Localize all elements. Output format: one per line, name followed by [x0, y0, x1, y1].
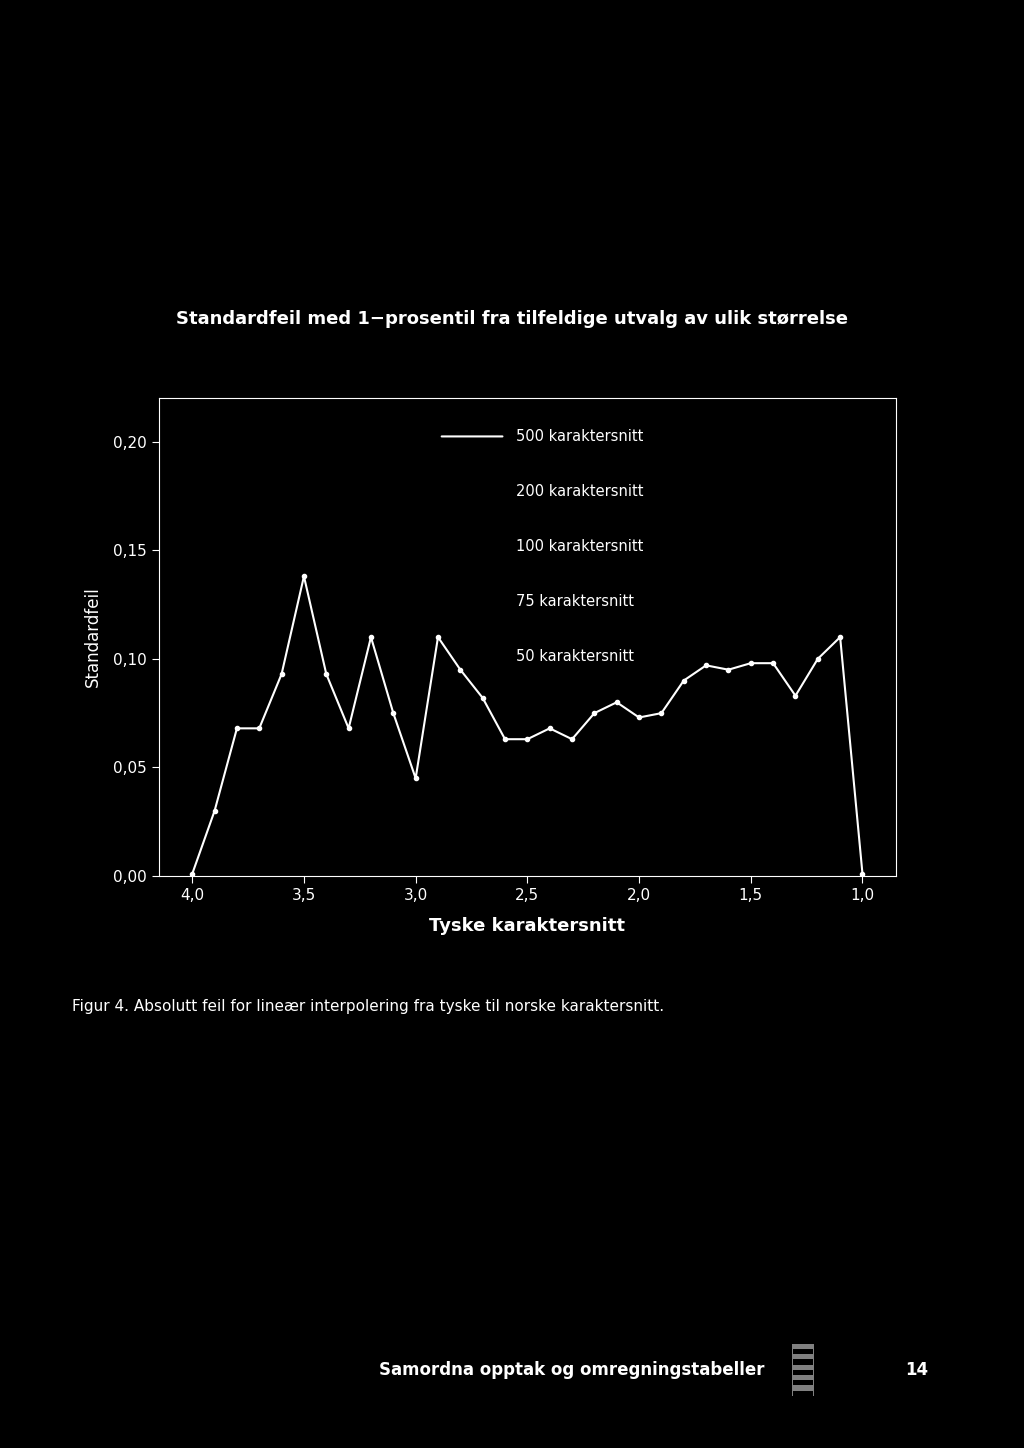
- Text: NR: NR: [765, 1363, 790, 1377]
- Text: 14: 14: [905, 1361, 928, 1378]
- X-axis label: Tyske karaktersnitt: Tyske karaktersnitt: [429, 917, 626, 935]
- Text: 200 karaktersnitt: 200 karaktersnitt: [516, 484, 644, 500]
- Y-axis label: Standardfeil: Standardfeil: [84, 586, 102, 688]
- Bar: [793, 1380, 813, 1386]
- Text: 500 karaktersnitt: 500 karaktersnitt: [516, 429, 644, 445]
- Text: 50 karaktersnitt: 50 karaktersnitt: [516, 649, 634, 663]
- Bar: [792, 1344, 814, 1396]
- Bar: [793, 1350, 813, 1354]
- Bar: [793, 1390, 813, 1396]
- Text: Figur 4. Absolutt feil for lineær interpolering fra tyske til norske karaktersni: Figur 4. Absolutt feil for lineær interp…: [72, 999, 664, 1014]
- Text: Samordna opptak og omregningstabeller: Samordna opptak og omregningstabeller: [379, 1361, 764, 1378]
- Text: 75 karaktersnitt: 75 karaktersnitt: [516, 594, 634, 608]
- Bar: [793, 1360, 813, 1364]
- Text: Standardfeil med 1−prosentil fra tilfeldige utvalg av ulik størrelse: Standardfeil med 1−prosentil fra tilfeld…: [176, 310, 848, 327]
- Bar: [793, 1370, 813, 1376]
- Text: 100 karaktersnitt: 100 karaktersnitt: [516, 539, 644, 553]
